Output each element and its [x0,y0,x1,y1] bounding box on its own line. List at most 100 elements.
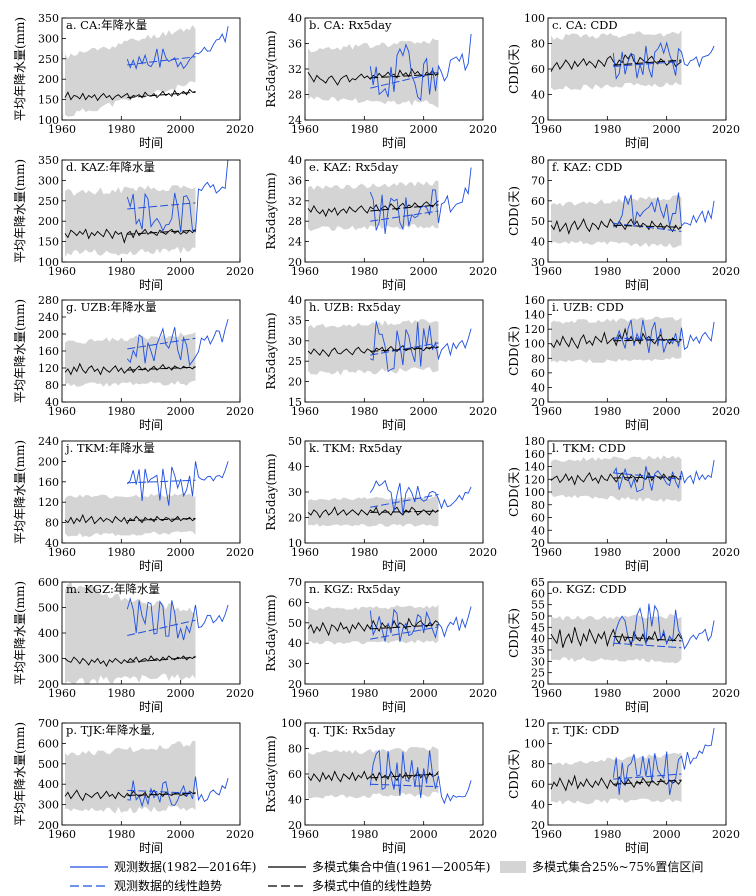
confidence-band [308,180,439,232]
model-trend-line [613,779,682,785]
model-trend-line [370,510,439,513]
y-tick-label: 100 [524,486,545,499]
x-tick-label: 2020 [226,546,254,559]
model-trend-line [613,635,682,642]
model-median-line [550,218,682,235]
x-tick-label: 1960 [291,123,319,136]
y-tick-label: 160 [524,294,545,307]
y-axis-label: Rx5day(mm) [264,172,278,249]
model-median-line [307,200,439,218]
x-tick-label: 1980 [107,265,135,278]
x-tick-label: 2020 [712,405,740,418]
obs-line [126,597,229,641]
model-trend-line [127,91,196,99]
y-tick-label: 200 [38,328,59,341]
y-tick-label: 80 [531,352,545,365]
x-tick-label: 1980 [107,546,135,559]
x-tick-label: 2000 [410,687,438,700]
x-axis-label: 时间 [139,418,163,432]
obs-trend-line [370,210,439,222]
plot-area [550,455,715,503]
x-tick-label: 2020 [712,546,740,559]
y-tick-label: 20 [288,819,302,832]
x-tick-label: 2020 [469,265,497,278]
y-tick-label: 40 [288,794,302,807]
y-tick-label: 140 [524,309,545,322]
obs-trend-line [127,789,196,794]
plot-area [307,167,472,234]
plot-area [64,25,229,117]
plot-area [307,33,472,108]
y-tick-label: 20 [531,396,545,409]
y-tick-label: 120 [524,473,545,486]
y-tick-label: 50 [288,435,302,448]
y-tick-label: 40 [45,537,59,550]
y-tick-label: 50 [288,617,302,630]
plot-area [550,728,715,805]
plot-area [307,604,472,645]
panel-b: 1960 1980 2000 2020 24 28 32 36 40 b. CA: Rx5day 时… [264,12,497,150]
y-tick-label: 60 [531,195,545,208]
y-tick-label: 55 [531,599,545,612]
plot-area [64,461,229,538]
plot-area [550,316,715,363]
obs-trend-line [370,494,439,508]
y-tick-label: 80 [45,517,59,530]
plot-area [550,30,715,91]
obs-line [126,26,229,70]
plot-frame [304,440,484,544]
y-tick-label: 45 [531,621,545,634]
obs-trend-line [613,337,682,342]
y-tick-label: 20 [531,678,545,691]
y-tick-label: 40 [288,461,302,474]
y-tick-label: 40 [531,236,545,249]
y-tick-label: 40 [288,12,302,25]
y-tick-label: 300 [38,653,59,666]
x-tick-label: 1960 [48,405,76,418]
panel-title: h. UZB: Rx5day [309,300,401,314]
x-axis-label: 时间 [382,559,406,573]
x-tick-label: 2020 [469,546,497,559]
model-median-line [307,617,439,637]
obs-trend-line [613,773,682,780]
y-tick-label: 40 [531,524,545,537]
obs-trend-line [127,56,196,66]
x-tick-label: 2000 [653,546,681,559]
legend-obs-label: 观测数据(1982—2016年) [114,859,256,874]
obs-trend-line [613,60,682,67]
y-tick-label: 28 [288,215,302,228]
y-axis-label: Rx5day(mm) [264,30,278,107]
x-tick-label: 1980 [350,546,378,559]
x-tick-label: 1980 [350,123,378,136]
y-tick-label: 50 [531,215,545,228]
panel-title: b. CA: Rx5day [309,18,392,32]
x-tick-label: 1960 [291,546,319,559]
obs-line [613,319,715,353]
y-tick-label: 40 [45,396,59,409]
model-trend-line [613,59,682,66]
y-tick-label: 40 [531,633,545,646]
x-tick-label: 2020 [226,687,254,700]
plot-area [64,740,229,814]
model-median-line [64,655,196,668]
y-tick-label: 10 [288,537,302,550]
obs-line [126,160,229,233]
panel-title: n. KGZ: Rx5day [309,582,401,596]
y-tick-label: 200 [38,455,59,468]
plot-frame [547,722,727,826]
panel-title: f. KAZ: CDD [552,160,622,174]
y-tick-label: 350 [38,154,59,167]
panel-d: 1960 1980 2000 2020 100 150 200 250 300 350 d. KAZ… [13,154,254,292]
x-tick-label: 2020 [712,123,740,136]
obs-line [369,749,472,805]
x-tick-label: 2020 [712,687,740,700]
plot-frame [304,159,484,263]
obs-trend-line [127,619,196,637]
y-axis-label: Rx5day(mm) [264,735,278,812]
x-axis-label: 时间 [139,136,163,150]
y-tick-label: 20 [531,819,545,832]
plot-frame [61,17,241,121]
